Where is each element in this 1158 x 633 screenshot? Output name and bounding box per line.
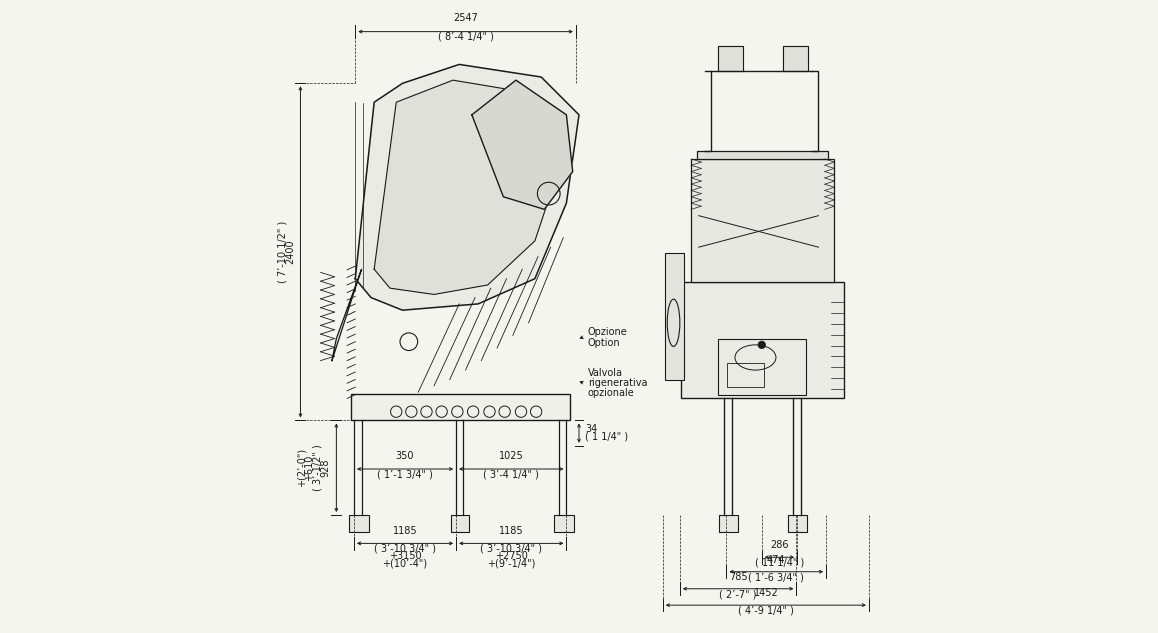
Text: ( 11 1/4" ): ( 11 1/4" ) — [755, 558, 804, 568]
Text: ( 3’-10 3/4" ): ( 3’-10 3/4" ) — [481, 543, 542, 553]
Polygon shape — [374, 80, 563, 294]
Text: +2750: +2750 — [494, 551, 528, 561]
Text: Valvola: Valvola — [588, 368, 623, 379]
Text: 928: 928 — [321, 458, 331, 477]
Text: +610: +610 — [305, 454, 314, 481]
Text: ( 1’-1 3/4" ): ( 1’-1 3/4" ) — [378, 469, 433, 479]
Text: 474: 474 — [767, 555, 785, 565]
Bar — [719, 515, 738, 532]
Bar — [452, 515, 469, 532]
Text: ( 4’-9 1/4" ): ( 4’-9 1/4" ) — [738, 606, 793, 616]
Text: 1452: 1452 — [754, 588, 778, 598]
Bar — [349, 515, 369, 532]
Text: +3150: +3150 — [389, 551, 422, 561]
Text: 1185: 1185 — [499, 526, 523, 536]
Text: ( 8’-4 1/4" ): ( 8’-4 1/4" ) — [438, 31, 493, 41]
Text: +(2’-0"): +(2’-0") — [296, 448, 306, 487]
Text: +(9’-1/4"): +(9’-1/4") — [488, 558, 535, 568]
Circle shape — [758, 341, 765, 349]
Bar — [697, 151, 828, 159]
Text: 286: 286 — [770, 541, 789, 550]
Text: 34: 34 — [585, 424, 598, 434]
Text: Opzione: Opzione — [588, 327, 628, 337]
Text: ( 7’-10 1/2" ): ( 7’-10 1/2" ) — [277, 221, 287, 283]
Bar — [681, 282, 844, 398]
Bar — [789, 515, 807, 532]
Text: opzionale: opzionale — [588, 389, 635, 398]
Text: 1025: 1025 — [499, 451, 523, 461]
Text: ( 3’-1/2" ): ( 3’-1/2" ) — [313, 444, 322, 491]
Text: +(10’-4"): +(10’-4") — [382, 558, 427, 568]
Text: 785: 785 — [728, 572, 747, 582]
Text: ( 1 1/4" ): ( 1 1/4" ) — [585, 432, 629, 442]
Bar — [727, 363, 763, 387]
Polygon shape — [471, 80, 573, 210]
Bar — [554, 515, 574, 532]
Text: Option: Option — [588, 338, 621, 348]
Polygon shape — [332, 269, 361, 361]
Text: ( 3’-4 1/4" ): ( 3’-4 1/4" ) — [483, 469, 540, 479]
Text: ( 3’-10 3/4" ): ( 3’-10 3/4" ) — [374, 543, 437, 553]
Text: 2547: 2547 — [453, 13, 478, 23]
Bar — [691, 159, 834, 282]
Polygon shape — [783, 46, 808, 71]
Text: 2400: 2400 — [285, 239, 295, 264]
Bar — [351, 394, 570, 420]
Polygon shape — [356, 65, 579, 310]
Bar — [666, 253, 684, 380]
Text: ( 2’-7" ): ( 2’-7" ) — [719, 589, 757, 599]
Bar — [718, 339, 806, 395]
Text: 350: 350 — [396, 451, 415, 461]
Text: ( 1’-6 3/4" ): ( 1’-6 3/4" ) — [748, 572, 804, 582]
Text: rigenerativa: rigenerativa — [588, 379, 647, 388]
Polygon shape — [718, 46, 743, 71]
Text: 1185: 1185 — [393, 526, 417, 536]
